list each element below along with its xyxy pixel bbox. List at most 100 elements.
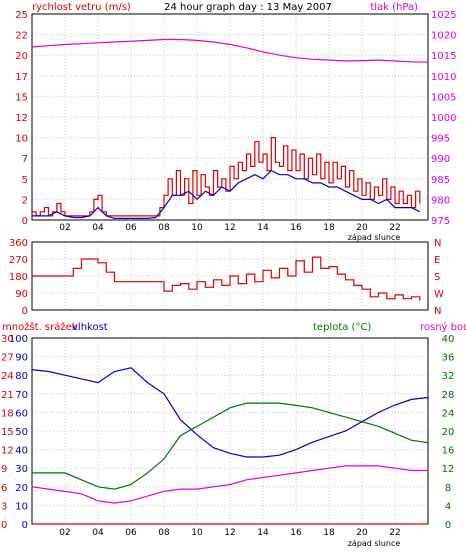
wind-right-tick-label: 1010 [431, 72, 456, 83]
temperature-tick-label: 36 [442, 353, 455, 364]
dir-left-tick-label: 90 [15, 289, 28, 300]
hum-x-tick-label: 02 [59, 528, 70, 538]
wind-left-tick-label: 10 [15, 134, 28, 145]
temperature-tick-label: 0 [445, 520, 451, 531]
dir-left-tick-label: 360 [9, 238, 28, 249]
wind-left-tick-label: 17 [15, 72, 28, 83]
dir-left-tick-label: 270 [9, 255, 28, 266]
temperature-tick-label: 28 [442, 390, 455, 401]
dewpoint-series-line [31, 465, 428, 504]
temperature-tick-label: 40 [442, 334, 455, 345]
humidity-tick-label: 70 [15, 390, 28, 401]
wind-left-tick-label: 5 [22, 175, 28, 186]
temperature-tick-label: 12 [442, 464, 455, 475]
wind-speed-series-line [32, 137, 421, 217]
dir-right-tick-label: W [434, 289, 444, 300]
wind-right-label: tlak (hPa) [370, 2, 418, 13]
rain-tick-label: 21 [1, 390, 14, 401]
wind-left-tick-label: 25 [15, 10, 28, 21]
wind-x-tick-label: 18 [323, 223, 335, 233]
humidity-rain-label: množšt. srážek [2, 321, 78, 333]
wind-x-tick-label: 02 [59, 223, 70, 233]
rain-tick-label: 6 [1, 483, 7, 494]
wind-x-tick-label: 20 [356, 223, 368, 233]
wind-left-label: rychlost vetru (m/s) [32, 2, 131, 13]
temperature-series-line [32, 402, 429, 490]
wind-left-tick-label: 15 [15, 92, 28, 103]
humidity-label: vlhkost [72, 322, 108, 333]
wind-avg-series-line [32, 169, 421, 219]
rain-tick-label: 24 [1, 371, 14, 382]
wind-x-tick-label: 22 [389, 223, 400, 233]
rain-tick-label: 0 [1, 520, 7, 531]
humidity-tick-label: 20 [15, 483, 28, 494]
wind-right-tick-label: 1015 [431, 51, 456, 62]
wind-right-tick-label: 980 [431, 195, 450, 206]
humidity-tick-label: 90 [15, 353, 28, 364]
hum-sunset-label: západ slunce [348, 539, 401, 548]
rain-tick-label: 18 [1, 408, 14, 419]
temperature-tick-label: 4 [445, 501, 451, 512]
temperature-tick-label: 24 [442, 408, 455, 419]
wind-left-tick-label: 20 [15, 51, 28, 62]
wind-left-tick-label: 7 [22, 154, 28, 165]
wind-left-tick-label: 12 [15, 113, 28, 124]
wind-right-tick-label: 975 [431, 216, 450, 227]
rain-tick-label: 3 [1, 501, 7, 512]
wind-left-tick-label: 22 [15, 31, 28, 42]
rain-tick-label: 9 [1, 464, 7, 475]
wind-sunset-label: západ slunce [348, 233, 401, 242]
wind-frame [31, 13, 429, 221]
wind-x-tick-label: 16 [290, 223, 302, 233]
dir-left-tick-label: 180 [9, 272, 28, 283]
wind-x-tick-label: 12 [224, 223, 235, 233]
wind-right-tick-label: 1005 [431, 92, 456, 103]
wind-right-tick-label: 1000 [431, 113, 456, 124]
wind-x-tick-label: 14 [257, 223, 269, 233]
wind-x-tick-label: 08 [158, 223, 170, 233]
wind-left-tick-label: 0 [22, 216, 28, 227]
pressure-series-line [31, 38, 429, 63]
wind-x-tick-label: 10 [191, 223, 203, 233]
rain-tick-label: 30 [1, 334, 14, 345]
humidity-tick-label: 80 [15, 371, 28, 382]
humidity-tick-label: 50 [15, 427, 28, 438]
hum-x-tick-label: 12 [224, 528, 235, 538]
temperature-tick-label: 32 [442, 371, 455, 382]
wind-right-tick-label: 990 [431, 154, 450, 165]
hum-x-tick-label: 14 [257, 528, 269, 538]
hum-x-tick-label: 08 [158, 528, 170, 538]
humidity-tick-label: 100 [9, 334, 28, 345]
wind-left-tick-label: 2 [22, 195, 28, 206]
humidity-tick-label: 10 [15, 501, 28, 512]
wind-panel: 0257101215172022259759809859909951000100… [15, 10, 456, 242]
hum-x-tick-label: 20 [356, 528, 368, 538]
temperature-tick-label: 16 [442, 446, 455, 457]
wind-x-tick-label: 04 [92, 223, 104, 233]
hum-x-tick-label: 06 [125, 528, 137, 538]
humidity-tick-label: 30 [15, 464, 28, 475]
temperature-label: teplota (°C) [313, 322, 371, 333]
rain-tick-label: 27 [1, 353, 14, 364]
rain-tick-label: 12 [1, 446, 14, 457]
rain-tick-label: 15 [1, 427, 14, 438]
humidity-tick-label: 60 [15, 408, 28, 419]
wind-right-tick-label: 1020 [431, 31, 456, 42]
dir-right-tick-label: N [434, 306, 441, 317]
wind-direction-series-line [32, 256, 421, 301]
hum-x-tick-label: 04 [92, 528, 104, 538]
dir-left-tick-label: 0 [22, 306, 28, 317]
temperature-tick-label: 8 [445, 483, 451, 494]
wind-right-tick-label: 995 [431, 134, 450, 145]
chart-title: 24 hour graph day : 13 May 2007 [164, 2, 332, 13]
humidity-panel: 0369121518212427300102030405060708090100… [1, 334, 454, 548]
dir-right-tick-label: E [434, 255, 440, 266]
hum-x-tick-label: 18 [323, 528, 335, 538]
wind-right-tick-label: 1025 [431, 10, 456, 21]
hum-x-tick-label: 10 [191, 528, 203, 538]
dewpoint-label: rosný bod [420, 321, 466, 333]
